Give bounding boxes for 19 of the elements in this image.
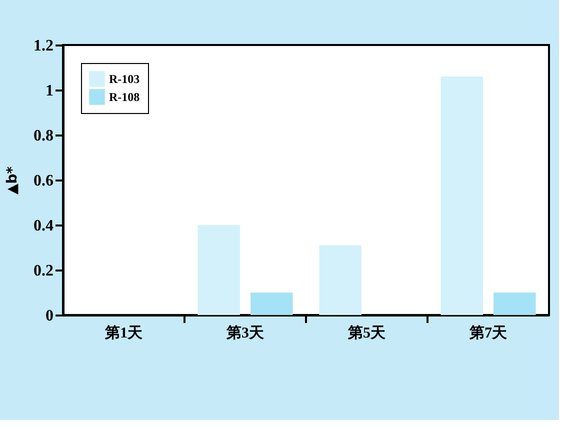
y-tick-label: 0 — [46, 308, 54, 324]
bar — [198, 225, 240, 315]
bar — [250, 292, 293, 315]
y-axis-title: ▲b* — [4, 166, 20, 195]
bar — [440, 76, 483, 315]
legend-label: R-103 — [109, 72, 140, 86]
x-tick-label: 第7天 — [468, 324, 508, 342]
x-tick-label: 第5天 — [347, 324, 386, 342]
y-tick-label: 0.8 — [34, 128, 54, 144]
y-tick-label: 0.6 — [34, 172, 54, 190]
y-tick-label: 1.2 — [34, 38, 54, 54]
legend-label: R-108 — [109, 90, 140, 104]
y-tick-label: 0.4 — [34, 218, 54, 234]
y-tick-label: 1 — [46, 82, 54, 100]
bar — [494, 292, 536, 315]
y-tick-label: 0.2 — [34, 262, 54, 280]
x-tick-label: 第1天 — [104, 324, 144, 342]
bar — [319, 245, 362, 315]
x-tick-label: 第3天 — [226, 324, 265, 342]
